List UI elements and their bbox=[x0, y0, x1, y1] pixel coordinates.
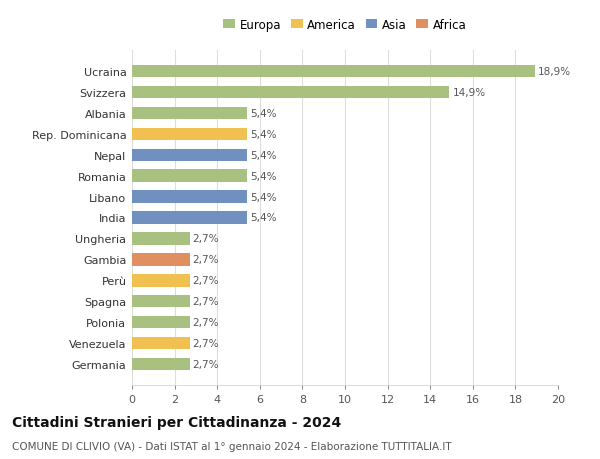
Text: 2,7%: 2,7% bbox=[193, 359, 219, 369]
Text: 5,4%: 5,4% bbox=[250, 171, 277, 181]
Bar bbox=[132, 253, 190, 266]
Text: 2,7%: 2,7% bbox=[193, 255, 219, 265]
Text: 5,4%: 5,4% bbox=[250, 109, 277, 119]
Text: 5,4%: 5,4% bbox=[250, 151, 277, 161]
Bar bbox=[132, 316, 190, 329]
Bar bbox=[132, 170, 247, 183]
Bar bbox=[132, 337, 190, 349]
Bar bbox=[132, 87, 449, 99]
Text: 2,7%: 2,7% bbox=[193, 234, 219, 244]
Bar bbox=[132, 129, 247, 141]
Bar bbox=[132, 66, 535, 78]
Text: 14,9%: 14,9% bbox=[452, 88, 485, 98]
Text: 5,4%: 5,4% bbox=[250, 192, 277, 202]
Bar bbox=[132, 107, 247, 120]
Text: Cittadini Stranieri per Cittadinanza - 2024: Cittadini Stranieri per Cittadinanza - 2… bbox=[12, 415, 341, 429]
Bar bbox=[132, 295, 190, 308]
Text: COMUNE DI CLIVIO (VA) - Dati ISTAT al 1° gennaio 2024 - Elaborazione TUTTITALIA.: COMUNE DI CLIVIO (VA) - Dati ISTAT al 1°… bbox=[12, 441, 452, 451]
Text: 18,9%: 18,9% bbox=[538, 67, 571, 77]
Text: 5,4%: 5,4% bbox=[250, 213, 277, 223]
Bar bbox=[132, 191, 247, 203]
Bar bbox=[132, 212, 247, 224]
Bar bbox=[132, 149, 247, 162]
Text: 2,7%: 2,7% bbox=[193, 317, 219, 327]
Bar bbox=[132, 358, 190, 370]
Legend: Europa, America, Asia, Africa: Europa, America, Asia, Africa bbox=[221, 16, 469, 34]
Text: 2,7%: 2,7% bbox=[193, 338, 219, 348]
Bar bbox=[132, 233, 190, 245]
Text: 2,7%: 2,7% bbox=[193, 297, 219, 307]
Text: 5,4%: 5,4% bbox=[250, 129, 277, 140]
Text: 2,7%: 2,7% bbox=[193, 275, 219, 285]
Bar bbox=[132, 274, 190, 287]
